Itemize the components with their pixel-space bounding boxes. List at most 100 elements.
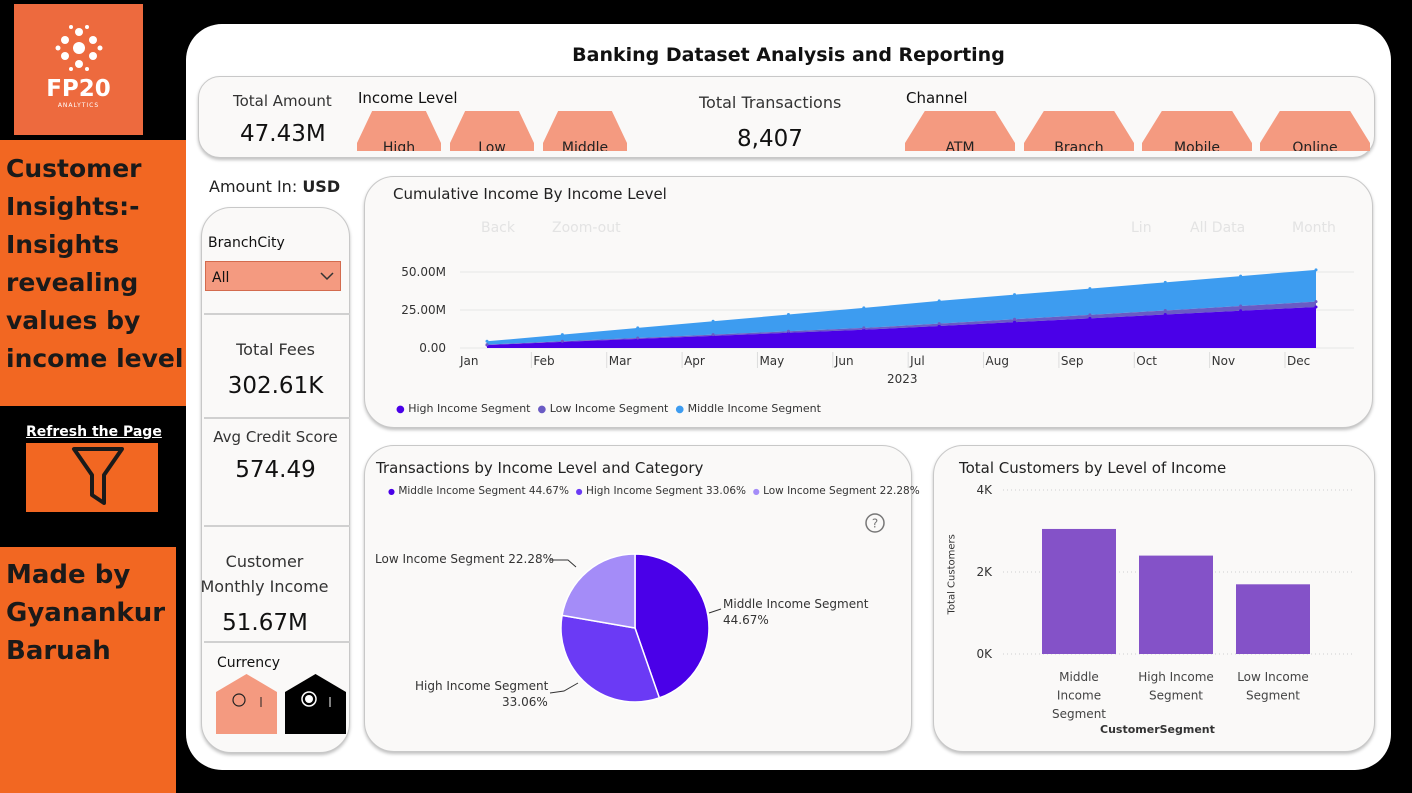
pie-legend-dot-high: ● (575, 487, 583, 496)
area-point[interactable] (1088, 313, 1092, 317)
income-high-button[interactable]: High (357, 111, 441, 151)
bar-chart-title: Total Customers by Level of Income (959, 459, 1227, 477)
area-point[interactable] (937, 324, 941, 328)
area-point[interactable] (862, 326, 866, 330)
fp20-logo: FP20 ANALYTICS (14, 4, 143, 135)
area-point[interactable] (636, 326, 640, 330)
area-point[interactable] (485, 343, 489, 347)
all-data-button[interactable]: All Data (1190, 220, 1246, 236)
bar-xtick: Middle (1059, 670, 1099, 684)
zoom-out-button[interactable]: Zoom-out (552, 220, 621, 236)
refresh-button[interactable] (26, 443, 158, 512)
area-ytick: 0.00 (419, 341, 446, 355)
area-point[interactable] (1163, 308, 1167, 312)
area-point[interactable] (711, 333, 715, 337)
pie-legend-high: High Income Segment 33.06% (585, 485, 747, 497)
area-point[interactable] (1088, 316, 1092, 320)
legend-low: Low Income Segment (549, 402, 669, 415)
area-point[interactable] (1314, 268, 1318, 272)
network-logo-icon (55, 25, 103, 71)
bar-middle-income-segment[interactable] (1042, 528, 1116, 654)
area-point[interactable] (1088, 287, 1092, 291)
bar-low-income-segment[interactable] (1236, 584, 1310, 654)
area-point[interactable] (1239, 304, 1243, 308)
area-point[interactable] (560, 339, 564, 343)
avg-credit-value: 574.49 (235, 457, 316, 483)
area-xtick: Jul (909, 354, 924, 368)
area-point[interactable] (1239, 309, 1243, 313)
bar-xtick: Segment (1149, 689, 1203, 703)
area-point[interactable] (1013, 320, 1017, 324)
help-icon[interactable]: ? (864, 512, 886, 534)
divider (204, 525, 350, 527)
note-text: Customer Insights:- Insights revealing v… (6, 154, 184, 373)
pie-slice-high-income-segment[interactable] (560, 614, 661, 703)
area-point[interactable] (1013, 293, 1017, 297)
area-legend: ● High Income Segment ● Low Income Segme… (396, 402, 821, 415)
pie-legend-dot-middle: ● (388, 487, 395, 496)
area-series-high-income-segment[interactable] (487, 306, 1316, 348)
area-point[interactable] (485, 339, 489, 343)
area-xtick: Dec (1287, 354, 1310, 368)
area-point[interactable] (862, 306, 866, 310)
amount-in-label: Amount In: (209, 177, 298, 196)
area-point[interactable] (937, 299, 941, 303)
area-point[interactable] (636, 336, 640, 340)
total-fees-value: 302.61K (227, 373, 324, 399)
pie-label-middle-2: 44.67% (723, 613, 769, 627)
channel-branch-button[interactable]: Branch (1024, 111, 1134, 151)
bar-ytick: 4K (976, 483, 993, 497)
channel-atm-button[interactable]: ATM (905, 111, 1015, 151)
area-point[interactable] (1163, 313, 1167, 317)
logo-word: FP20 (46, 76, 111, 102)
area-xtick: Jun (834, 354, 854, 368)
branch-city-dropdown[interactable]: All (205, 261, 341, 291)
bar-ytick: 2K (976, 565, 993, 579)
channel-title: Channel (906, 89, 968, 107)
area-point[interactable] (1314, 300, 1318, 304)
area-point[interactable] (1163, 280, 1167, 284)
pie-label-low: Low Income Segment 22.28% (375, 552, 554, 566)
income-low-button[interactable]: Low (450, 111, 534, 151)
area-point[interactable] (1239, 274, 1243, 278)
logo-subtitle: ANALYTICS (57, 102, 100, 109)
area-point[interactable] (711, 319, 715, 323)
pie-label-high-2: 33.06% (502, 695, 548, 709)
month-button[interactable]: Month (1292, 220, 1336, 236)
branch-city-selected: All (212, 270, 230, 286)
bar-high-income-segment[interactable] (1139, 555, 1213, 654)
area-point[interactable] (560, 333, 564, 337)
total-fees-label: Total Fees (236, 340, 315, 359)
area-point[interactable] (786, 329, 790, 333)
bar-chart: 0K 2K 4K Middle Income Segment High Income Segm… (976, 483, 1353, 721)
pie-slice-middle-income-segment[interactable] (634, 553, 710, 699)
channel-mobile-button[interactable]: Mobile (1142, 111, 1252, 151)
area-point[interactable] (786, 313, 790, 317)
scale-lin-button[interactable]: Lin (1131, 220, 1152, 236)
area-chart-title: Cumulative Income By Income Level (393, 185, 667, 203)
divider (204, 417, 350, 419)
amount-in: Amount In: USD (209, 177, 340, 196)
refresh-label: Refresh the Page (26, 424, 162, 440)
area-xtick: Mar (609, 354, 632, 368)
area-point[interactable] (1013, 317, 1017, 321)
monthly-income-value: 51.67M (222, 610, 308, 636)
pie-label-high-1: High Income Segment (415, 679, 549, 693)
bar-xtick: Low Income (1237, 670, 1309, 684)
back-button[interactable]: Back (481, 220, 515, 236)
divider (204, 641, 350, 643)
channel-online-button[interactable]: Online (1260, 111, 1370, 151)
total-amount-value: 47.43M (240, 121, 326, 147)
area-xtick: Nov (1212, 354, 1235, 368)
area-point[interactable] (937, 322, 941, 326)
pie-legend: ● Middle Income Segment 44.67% ● High In… (388, 485, 920, 497)
svg-text:?: ? (872, 517, 878, 531)
area-xtick: Aug (986, 354, 1009, 368)
income-middle-button[interactable]: Middle (543, 111, 627, 151)
area-point[interactable] (1314, 305, 1318, 309)
pie-leader-middle (708, 608, 722, 614)
pie-slice-low-income-segment[interactable] (561, 553, 636, 629)
divider (204, 313, 350, 315)
area-series-middle-income-segment[interactable] (487, 269, 1316, 345)
area-xtick: Sep (1061, 354, 1084, 368)
